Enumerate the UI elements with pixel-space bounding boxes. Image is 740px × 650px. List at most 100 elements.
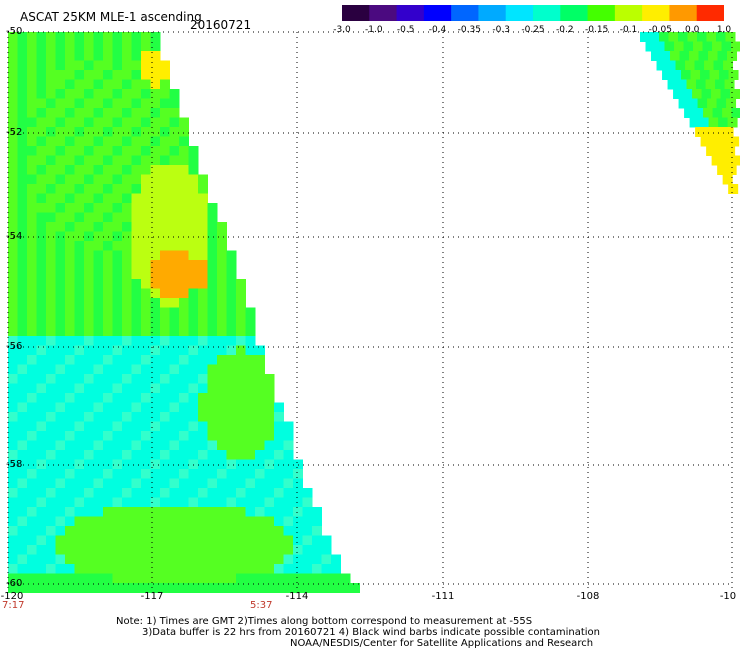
swath-cell — [84, 374, 94, 384]
swath-cell — [141, 326, 151, 337]
swath-cell — [17, 412, 28, 422]
swath-cell — [160, 516, 170, 527]
swath-cell — [150, 516, 161, 527]
swath-cell — [65, 393, 75, 403]
swath-cell — [103, 298, 113, 308]
swath-cell — [179, 222, 189, 232]
swath-cell — [55, 488, 66, 498]
swath-cell — [131, 497, 142, 508]
swath-cell — [103, 497, 113, 508]
swath-cell — [312, 507, 322, 517]
footnote-line: 3)Data buffer is 22 hrs from 20160721 4)… — [142, 627, 600, 638]
swath-cell — [217, 554, 227, 565]
swath-cell — [112, 431, 123, 441]
swath-cell — [93, 488, 104, 498]
swath-cell — [131, 79, 142, 90]
swath-cell — [274, 507, 284, 517]
swath-cell — [93, 155, 104, 166]
swath-cell — [112, 32, 123, 42]
swath-map — [7, 31, 740, 593]
swath-cell — [84, 298, 94, 308]
swath-cell — [217, 583, 227, 593]
swath-cell — [84, 326, 94, 337]
swath-cell — [84, 269, 94, 280]
swath-cell — [255, 554, 265, 565]
swath-cell — [302, 583, 313, 593]
swath-cell — [150, 298, 161, 308]
swath-cell — [17, 32, 28, 42]
swath-cell — [640, 32, 650, 42]
swath-cell — [179, 507, 189, 517]
swath-cell — [27, 79, 37, 90]
swath-cell — [122, 459, 132, 470]
swath-cell — [65, 564, 75, 574]
swath-cell — [274, 412, 284, 422]
swath-cell — [112, 450, 123, 460]
swath-cell — [198, 516, 208, 527]
swath-cell — [93, 127, 104, 137]
swath-cell — [103, 288, 113, 299]
swath-cell — [27, 146, 37, 156]
swath-cell — [198, 250, 208, 261]
swath-cell — [17, 117, 28, 128]
swath-cell — [236, 421, 246, 432]
swath-cell — [160, 526, 170, 536]
swath-cell — [160, 573, 170, 584]
swath-cell — [36, 184, 47, 194]
swath-cell — [36, 364, 47, 375]
swath-cell — [65, 317, 75, 327]
swath-cell — [283, 526, 294, 536]
swath-cell — [65, 51, 75, 61]
swath-cell — [198, 260, 208, 270]
swath-cell — [122, 383, 132, 394]
swath-cell — [8, 212, 18, 223]
swath-cell — [17, 250, 28, 261]
swath-cell — [722, 108, 733, 118]
swath-cell — [55, 564, 66, 574]
swath-cell — [312, 545, 322, 555]
swath-cell — [8, 193, 18, 204]
swath-cell — [179, 421, 189, 432]
swath-cell — [141, 193, 151, 204]
swath-cell — [93, 288, 104, 299]
swath-cell — [103, 374, 113, 384]
swath-cell — [716, 32, 726, 42]
swath-cell — [131, 70, 142, 80]
swath-cell — [670, 51, 681, 61]
swath-cell — [55, 345, 66, 356]
swath-cell — [27, 412, 37, 422]
swath-cell — [255, 507, 265, 517]
swath-cell — [141, 412, 151, 422]
swath-cell — [179, 193, 189, 204]
swath-cell — [255, 545, 265, 555]
color-scale-step — [342, 5, 370, 21]
swath-cell — [169, 136, 180, 147]
swath-cell — [141, 317, 151, 327]
swath-cell — [8, 184, 18, 194]
swath-cell — [103, 402, 113, 413]
swath-cell — [160, 393, 170, 403]
swath-cell — [150, 279, 161, 289]
swath-cell — [226, 469, 237, 479]
swath-cell — [141, 459, 151, 470]
swath-cell — [131, 488, 142, 498]
swath-cell — [27, 478, 37, 489]
swath-cell — [160, 488, 170, 498]
swath-cell — [207, 545, 218, 555]
swath-cell — [179, 279, 189, 289]
swath-cell — [302, 573, 313, 584]
swath-cell — [55, 545, 66, 555]
swath-cell — [8, 326, 18, 337]
swath-cell — [122, 345, 132, 356]
swath-cell — [27, 203, 37, 213]
color-scale-label: -0.15 — [585, 25, 609, 35]
swath-cell — [198, 383, 208, 394]
swath-cell — [8, 288, 18, 299]
swath-cell — [169, 127, 180, 137]
swath-cell — [112, 51, 123, 61]
swath-cell — [93, 317, 104, 327]
swath-cell — [74, 507, 85, 517]
swath-cell — [8, 41, 18, 52]
swath-cell — [160, 554, 170, 565]
swath-cell — [8, 108, 18, 118]
